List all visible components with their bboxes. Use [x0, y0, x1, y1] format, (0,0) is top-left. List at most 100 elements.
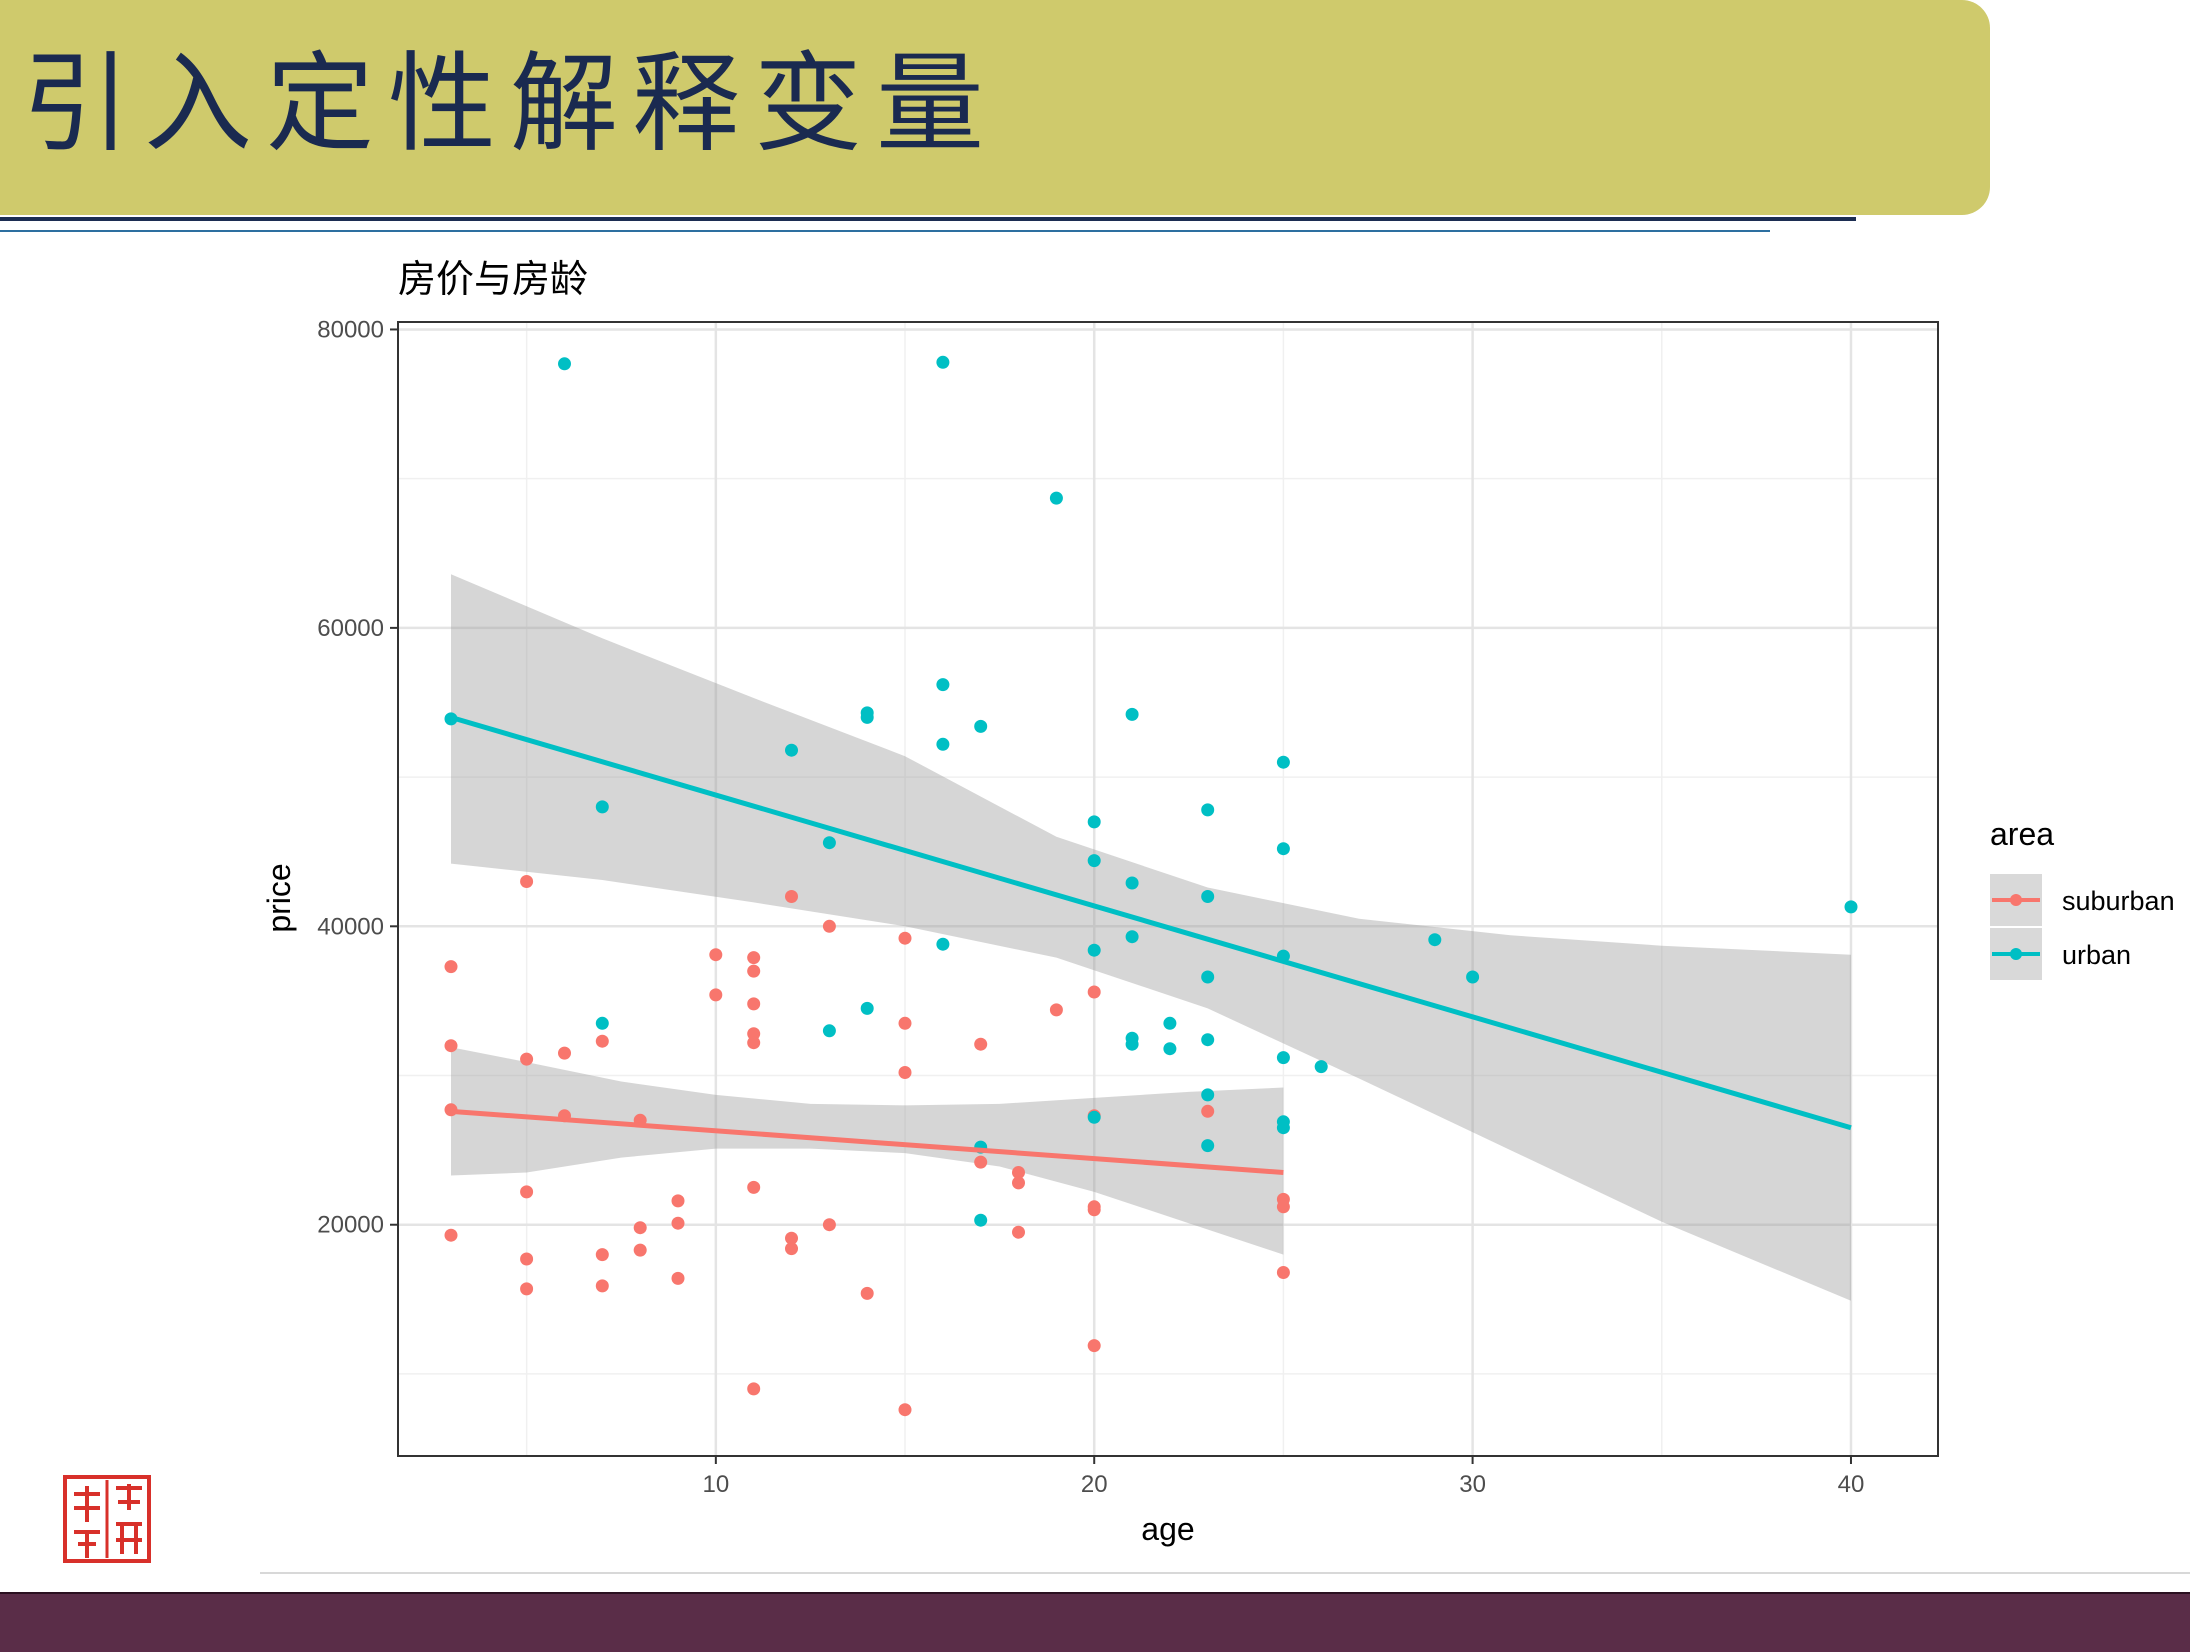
point-urban-23	[1125, 876, 1139, 890]
point-suburban-13	[595, 1279, 609, 1293]
point-urban-24	[1125, 930, 1139, 944]
point-suburban-18	[671, 1216, 685, 1230]
point-urban-2	[595, 800, 609, 814]
fit-lines	[450, 715, 1852, 1175]
point-suburban-42	[1012, 1176, 1025, 1190]
seal-stamp	[63, 1475, 151, 1563]
point-suburban-9	[558, 1046, 571, 1060]
point-suburban-49	[1087, 1339, 1101, 1353]
title-banner: 引入定性解释变量	[0, 0, 1990, 215]
y-tick-label-0: 20000	[317, 1212, 384, 1239]
legend-title: area	[1990, 816, 2054, 852]
point-suburban-8	[520, 1282, 534, 1296]
fit-line-urban	[450, 715, 1852, 1131]
point-suburban-29	[785, 890, 798, 903]
point-suburban-31	[785, 1242, 798, 1256]
point-suburban-33	[822, 1218, 836, 1232]
point-urban-19	[1087, 854, 1101, 868]
point-urban-10	[936, 355, 950, 369]
point-suburban-40	[974, 1155, 988, 1169]
point-suburban-7	[520, 1252, 534, 1266]
point-urban-30	[1201, 890, 1215, 903]
point-suburban-21	[709, 988, 723, 1002]
point-suburban-39	[974, 1037, 988, 1051]
data-points	[444, 355, 1858, 1417]
y-axis: 20000 40000 60000 80000	[317, 316, 398, 1239]
x-tick-label-3: 40	[1838, 1471, 1865, 1498]
legend-label-suburban: suburban	[2062, 886, 2175, 916]
header-rule-thin	[0, 230, 1770, 232]
ci-band-urban	[451, 574, 1851, 1301]
point-suburban-3	[444, 1228, 458, 1242]
slide-title: 引入定性解释变量	[22, 42, 999, 167]
legend: area suburban urban	[1990, 816, 2175, 980]
y-axis-title: price	[261, 863, 297, 932]
fit-line-suburban	[450, 1108, 1284, 1175]
point-urban-43	[1466, 970, 1480, 984]
point-urban-33	[1201, 1088, 1215, 1102]
point-suburban-37	[898, 1066, 912, 1079]
y-tick-label-1: 40000	[317, 913, 384, 940]
point-urban-1	[558, 357, 571, 371]
point-urban-22	[1125, 707, 1139, 721]
point-urban-40	[1276, 1121, 1290, 1135]
point-suburban-26	[747, 1036, 761, 1050]
x-tick-label-0: 10	[702, 1471, 729, 1498]
point-urban-6	[822, 1024, 836, 1038]
point-suburban-35	[898, 931, 912, 945]
point-urban-9	[860, 1001, 874, 1015]
point-suburban-15	[633, 1221, 647, 1235]
x-axis-title: age	[1141, 1511, 1194, 1547]
point-suburban-50	[1201, 1104, 1215, 1118]
point-urban-11	[936, 678, 950, 692]
point-suburban-25	[747, 1027, 761, 1041]
point-urban-29	[1201, 803, 1215, 817]
point-suburban-1	[444, 1039, 458, 1053]
point-suburban-38	[898, 1403, 912, 1417]
x-axis: 10 20 30 40	[702, 1456, 1864, 1498]
point-suburban-4	[520, 875, 534, 888]
point-urban-42	[1428, 933, 1442, 947]
point-urban-36	[1276, 842, 1290, 856]
point-suburban-23	[747, 964, 761, 978]
x-tick-label-1: 20	[1081, 1471, 1108, 1498]
point-urban-8	[860, 710, 874, 724]
point-urban-17	[1049, 491, 1063, 505]
point-urban-31	[1201, 970, 1215, 984]
point-urban-16	[974, 1213, 988, 1227]
point-suburban-34	[860, 1286, 874, 1300]
point-suburban-44	[1049, 1003, 1063, 1017]
point-suburban-43	[1012, 1225, 1025, 1239]
point-urban-35	[1276, 755, 1290, 769]
x-tick-label-2: 30	[1459, 1471, 1486, 1498]
y-tick-label-3: 80000	[317, 316, 384, 343]
legend-label-urban: urban	[2062, 940, 2131, 970]
point-urban-38	[1276, 1051, 1290, 1065]
point-suburban-6	[520, 1185, 534, 1199]
header-rule-thick	[0, 217, 1856, 221]
point-urban-21	[1087, 1110, 1101, 1124]
point-suburban-53	[1276, 1266, 1290, 1279]
point-urban-41	[1314, 1060, 1328, 1074]
point-suburban-20	[709, 948, 723, 962]
point-suburban-0	[444, 960, 458, 974]
point-urban-3	[595, 1016, 609, 1030]
point-suburban-32	[822, 919, 836, 933]
point-suburban-28	[747, 1382, 761, 1396]
point-urban-13	[936, 937, 950, 951]
chart-title: 房价与房龄	[398, 257, 588, 301]
point-suburban-11	[595, 1034, 609, 1048]
point-suburban-52	[1276, 1200, 1290, 1214]
point-suburban-16	[633, 1243, 647, 1257]
confidence-bands	[451, 574, 1851, 1301]
point-urban-27	[1163, 1016, 1177, 1030]
point-urban-5	[822, 836, 836, 850]
plot-border	[397, 321, 1939, 1457]
point-urban-28	[1163, 1042, 1177, 1056]
point-suburban-30	[785, 1231, 798, 1245]
ci-band-suburban	[451, 1047, 1284, 1255]
legend-key-suburban-point	[2010, 894, 2022, 906]
point-urban-44	[1844, 900, 1858, 914]
legend-key-urban-point	[2010, 948, 2022, 960]
